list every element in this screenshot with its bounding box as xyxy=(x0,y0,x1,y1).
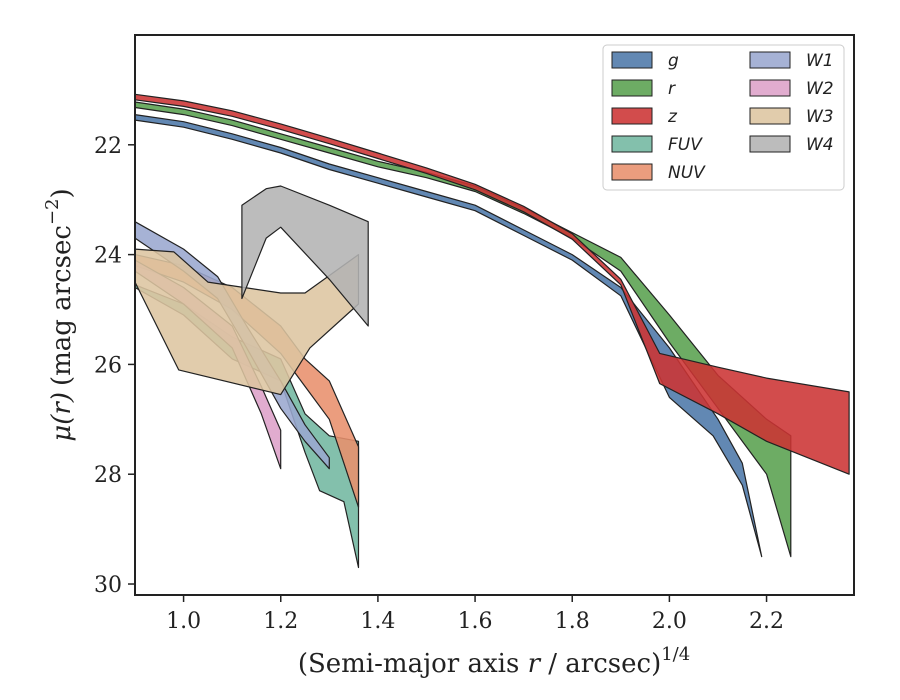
band-z xyxy=(134,93,850,475)
legend-label-z: z xyxy=(667,107,678,127)
band-w4 xyxy=(241,185,369,327)
x-tick-label: 2.2 xyxy=(749,609,784,634)
bands-layer xyxy=(134,93,850,569)
plot-frame xyxy=(134,34,855,596)
legend-label-fuv: FUV xyxy=(668,135,703,155)
y-tick-label: 22 xyxy=(94,134,122,159)
legend-swatch-nuv xyxy=(611,163,653,181)
band-r xyxy=(134,101,792,558)
x-tick-label: 2.0 xyxy=(652,609,687,634)
band-g xyxy=(134,113,763,558)
x-axis-ticks: 1.0 1.2 1.4 1.6 1.8 2.0 2.2 xyxy=(166,595,784,634)
legend-swatch-g xyxy=(611,51,653,69)
legend-swatch-r xyxy=(611,79,653,97)
x-tick-label: 1.4 xyxy=(360,609,395,634)
legend-label-r: r xyxy=(668,79,676,99)
x-tick-label: 1.0 xyxy=(166,609,201,634)
legend-swatch-w2 xyxy=(749,79,791,97)
legend-swatch-z xyxy=(611,107,653,125)
y-tick-label: 30 xyxy=(94,573,122,598)
y-tick-label: 26 xyxy=(94,353,122,378)
legend-label-w2: W2 xyxy=(806,79,834,99)
legend-swatch-w3 xyxy=(749,107,791,125)
legend-label-w4: W4 xyxy=(806,135,834,155)
x-tick-label: 1.6 xyxy=(458,609,493,634)
legend-swatch-w1 xyxy=(749,51,791,69)
y-tick-label: 24 xyxy=(94,244,122,269)
legend-label-w3: W3 xyxy=(806,107,834,127)
legend-label-w1: W1 xyxy=(806,51,834,71)
y-tick-label: 28 xyxy=(94,463,122,488)
legend-label-nuv: NUV xyxy=(668,163,706,183)
legend-label-g: g xyxy=(668,51,679,71)
y-axis-label: μ(r)(mag arcsec−2) xyxy=(42,188,77,441)
x-axis-label: (Semi-major axis r / arcsec)1/4 xyxy=(298,644,690,679)
legend-swatch-fuv xyxy=(611,135,653,153)
x-tick-label: 1.2 xyxy=(263,609,298,634)
legend: grz FUV NUV W1 W2 W3 W4 xyxy=(602,44,845,191)
x-tick-label: 1.8 xyxy=(555,609,590,634)
legend-swatch-w4 xyxy=(749,135,791,153)
y-axis-ticks: 22 24 26 28 30 xyxy=(94,134,135,598)
